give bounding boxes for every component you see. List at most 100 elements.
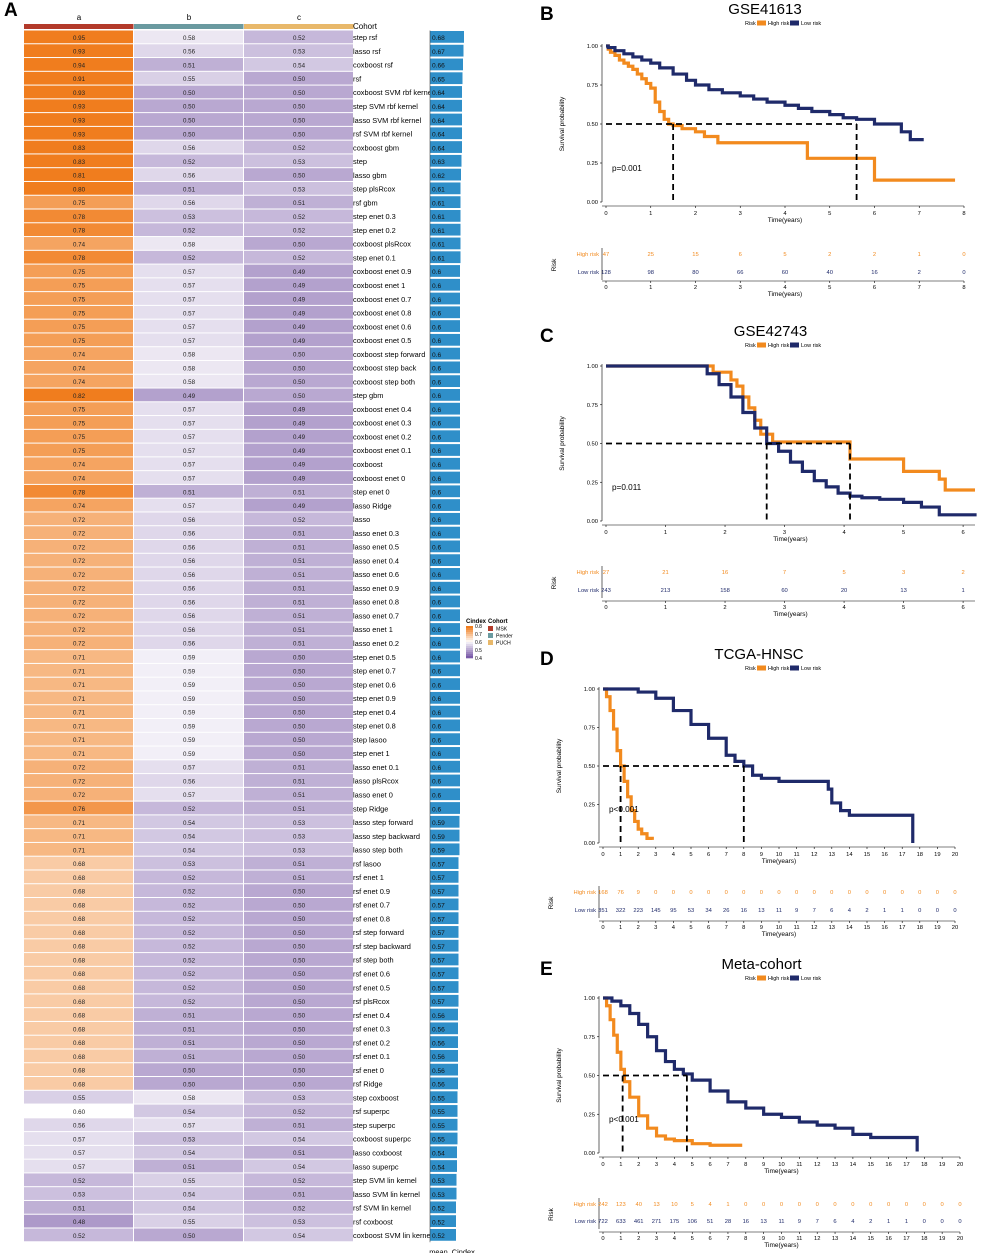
risk-count-low: 351: [598, 908, 608, 914]
heatmap-cell-value: 0.51: [183, 1013, 196, 1020]
risk-count-low: 1: [901, 908, 904, 914]
heatmap-column-label-a: a: [77, 13, 82, 22]
km-x-axis-label: Time(years): [768, 217, 802, 224]
mean-cindex-bar: [430, 333, 460, 346]
risk-count-high: 0: [887, 1202, 890, 1208]
heatmap-cell-c: [244, 829, 353, 842]
heatmap-cell-value: 0.49: [293, 283, 306, 290]
risk-count-low: 0: [941, 1219, 944, 1225]
heatmap-cell-value: 0.72: [73, 765, 86, 772]
heatmap-cell-b: [134, 223, 243, 237]
km-y-tick-label: 0.50: [584, 764, 595, 770]
mean-cindex-value: 0.54: [432, 1151, 445, 1158]
heatmap-cell-value: 0.68: [73, 1013, 86, 1020]
mean-cindex-value: 0.6: [432, 352, 441, 359]
mean-cindex-value: 0.55: [432, 1109, 445, 1116]
cohort-legend-label-MSK: MSK: [496, 627, 508, 633]
heatmap-cell-value: 0.59: [183, 668, 196, 675]
heatmap-cell-a: [24, 429, 133, 443]
model-name-label: step: [353, 157, 367, 166]
mean-cindex-bar: [430, 760, 460, 773]
risk-count-high: 0: [654, 890, 657, 896]
heatmap-cell-c: [244, 168, 353, 181]
km-x-tick-label: 11: [794, 852, 800, 858]
risk-count-low: 60: [781, 588, 787, 594]
risk-count-high: 0: [813, 890, 816, 896]
mean-cindex-value: 0.65: [432, 76, 445, 83]
km-legend-swatch-low: [790, 20, 799, 26]
heatmap-cell-value: 0.51: [293, 489, 306, 496]
heatmap-cell-value: 0.49: [293, 296, 306, 303]
heatmap-cell-a: [24, 539, 133, 553]
km-curve-low-risk: [606, 364, 977, 517]
model-name-label: step superpc: [353, 1121, 396, 1130]
heatmap-cell-b: [134, 1187, 243, 1200]
mean-cindex-value: 0.57: [432, 958, 445, 965]
heatmap-cell-b: [134, 884, 243, 898]
risk-table-x-tick-label: 11: [794, 925, 800, 931]
mean-cindex-value: 0.61: [432, 242, 445, 249]
risk-count-high: 13: [653, 1202, 659, 1208]
heatmap-cell-value: 0.51: [293, 558, 306, 565]
heatmap-cell-value: 0.78: [73, 489, 86, 496]
heatmap-cell-c: [244, 319, 353, 333]
risk-count-high: 0: [851, 1202, 854, 1208]
heatmap-cell-value: 0.49: [293, 448, 306, 455]
heatmap-cell-value: 0.54: [183, 847, 196, 854]
heatmap-cell-c: [244, 1077, 353, 1090]
mean-cindex-value: 0.57: [432, 889, 445, 896]
cohort-legend-label-PUCH: PUCH: [496, 641, 511, 647]
model-name-label: rsf enet 0.6: [353, 969, 390, 978]
heatmap-cell-value: 0.93: [73, 117, 86, 124]
heatmap-cell-c: [244, 1118, 353, 1132]
heatmap-cell-a: [24, 1228, 133, 1242]
risk-count-high: 0: [883, 890, 886, 896]
heatmap-cell-value: 0.72: [73, 627, 86, 634]
heatmap-cell-a: [24, 30, 133, 44]
km-x-tick-label: 9: [762, 1162, 765, 1168]
risk-count-high: 9: [637, 890, 640, 896]
heatmap-cell-c: [244, 1008, 353, 1021]
heatmap-cell-value: 0.68: [73, 1068, 86, 1075]
mean-cindex-value: 0.56: [432, 1082, 445, 1089]
heatmap-cell-value: 0.57: [73, 1136, 86, 1143]
heatmap-cell-value: 0.53: [293, 847, 306, 854]
heatmap-cell-c: [244, 1021, 353, 1035]
model-name-label: lasso enet 1: [353, 625, 393, 634]
model-name-label: rsf enet 0.2: [353, 1038, 390, 1047]
heatmap-cell-value: 0.49: [293, 407, 306, 414]
heatmap-cell-b: [134, 787, 243, 801]
km-x-tick-label: 14: [846, 852, 853, 858]
model-name-label: rsf superpc: [353, 1107, 390, 1116]
mean-cindex-value: 0.6: [432, 586, 441, 593]
heatmap-cell-b: [134, 319, 243, 333]
heatmap-cell-value: 0.54: [183, 1109, 196, 1116]
heatmap-cell-c: [244, 1200, 353, 1214]
risk-table-x-tick-label: 14: [850, 1236, 857, 1242]
heatmap-cell-value: 0.53: [293, 186, 306, 193]
mean-cindex-bar: [430, 554, 460, 567]
heatmap-cell-value: 0.68: [73, 957, 86, 964]
heatmap-cell-a: [24, 223, 133, 237]
heatmap-cell-value: 0.50: [293, 737, 306, 744]
risk-count-high: 0: [762, 1202, 765, 1208]
model-name-label: coxboost rsf: [353, 61, 394, 70]
risk-table-x-tick-label: 4: [673, 1236, 677, 1242]
heatmap-cell-a: [24, 925, 133, 939]
mean-cindex-bar: [430, 884, 459, 897]
km-x-tick-label: 12: [811, 852, 817, 858]
heatmap-cell-value: 0.51: [293, 572, 306, 579]
heatmap-cell-value: 0.57: [183, 407, 196, 414]
heatmap-cell-c: [244, 746, 353, 760]
heatmap-cell-value: 0.68: [73, 999, 86, 1006]
heatmap-cell-a: [24, 980, 133, 994]
heatmap-cell-c: [244, 898, 353, 911]
heatmap-cell-value: 0.51: [293, 1123, 306, 1130]
km-x-tick-label: 4: [672, 852, 676, 858]
km-x-tick-label: 5: [902, 530, 905, 536]
mean-cindex-bar: [430, 747, 460, 759]
mean-cindex-value: 0.64: [432, 118, 445, 125]
heatmap-cell-value: 0.50: [293, 90, 306, 97]
risk-table-x-tick-label: 13: [829, 925, 835, 931]
heatmap-cell-b: [134, 953, 243, 966]
